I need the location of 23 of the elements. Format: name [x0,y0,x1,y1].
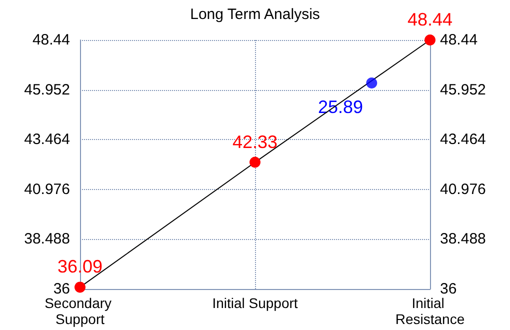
y-tick-label: 36 [53,280,70,298]
y2-tick-label: 40.976 [440,180,486,198]
y-tick-label: 40.976 [24,180,70,198]
y-tick-label: 45.952 [24,81,70,98]
data-label: 36.09 [57,256,103,277]
y2-tick-label: 48.44 [440,32,478,48]
data-label: 48.44 [407,10,453,30]
y2-tick-label: 43.464 [440,131,486,148]
y2-tick-label: 38.488 [440,230,486,248]
y2-tick-label: 45.952 [440,81,486,98]
point [250,156,260,168]
x-tick-label: Secondary Support [44,295,116,327]
x-tick-label: Initial Resistance [395,295,465,327]
x-tick-label: Initial Support [212,295,298,311]
y-tick-label: 38.488 [24,230,70,248]
y2-tick-label: 36 [440,280,457,298]
point [366,78,378,89]
point [74,282,86,293]
y-tick-label: 43.464 [24,131,70,148]
data-label: 42.33 [232,132,278,152]
point [424,34,436,46]
y-tick-label: 48.44 [32,32,70,48]
chart-title: Long Term Analysis [190,6,320,23]
